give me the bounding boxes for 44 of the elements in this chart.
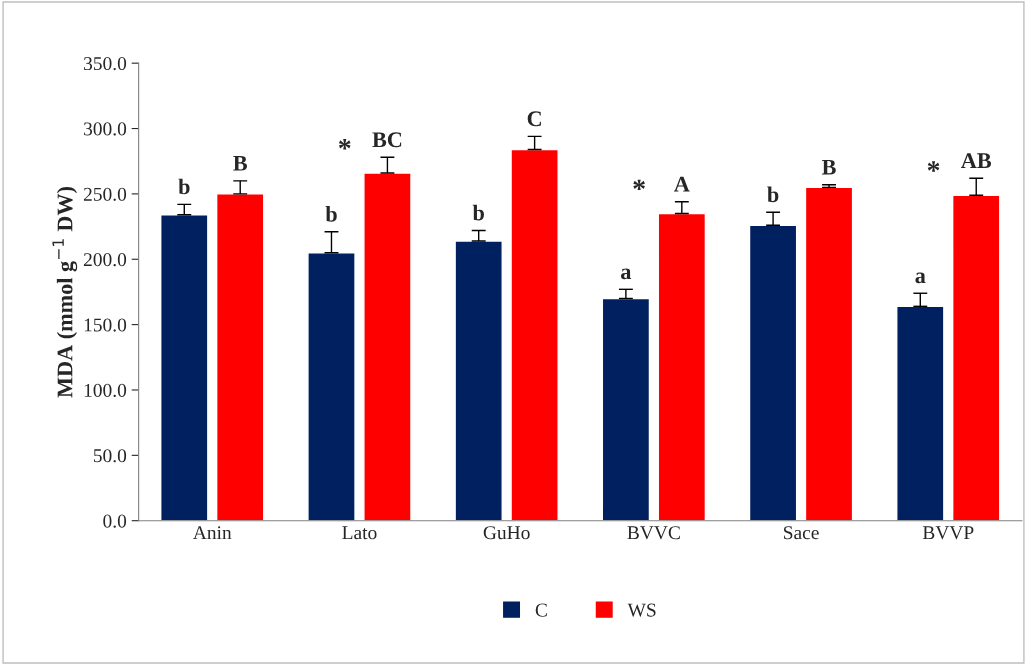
y-tick-label: 250.0: [83, 187, 127, 201]
bar: [215, 193, 265, 521]
bar: [804, 186, 854, 521]
y-tick-label: 50.0: [93, 449, 127, 463]
bar: [601, 297, 651, 521]
legend-label: WS: [627, 603, 656, 617]
y-tick-label: 300.0: [84, 122, 127, 136]
y-tick-label: 150.0: [84, 318, 127, 332]
data-label: C: [527, 111, 541, 127]
y-tick-label: 0.0: [103, 514, 127, 528]
data-label: AB: [961, 153, 992, 168]
annotation: *: [338, 139, 351, 150]
y-tick-label: 350.0: [84, 56, 127, 71]
annotation: *: [927, 161, 940, 172]
data-label: b: [325, 206, 337, 222]
y-tick-label: 100.0: [84, 383, 127, 397]
bar: [951, 194, 1001, 521]
data-label: b: [472, 204, 484, 221]
bar: [160, 214, 209, 521]
data-label: A: [674, 176, 690, 192]
x-tick-label: BVVP: [922, 526, 974, 540]
data-label: a: [915, 272, 926, 284]
x-tick-label: BVVC: [627, 526, 680, 540]
bar: [454, 240, 503, 521]
x-tick-label: GuHo: [483, 526, 530, 540]
x-tick-label: Sace: [784, 526, 819, 540]
x-tick-label: Lato: [342, 526, 377, 540]
data-label: b: [178, 178, 190, 195]
data-label: B: [233, 155, 248, 171]
bar: [657, 212, 707, 521]
bar: [896, 305, 945, 521]
x-tick-label: Anin: [192, 526, 232, 540]
data-label: BC: [372, 132, 402, 148]
bar: [363, 172, 412, 521]
bar: [510, 148, 559, 521]
bar: [748, 224, 798, 521]
y-axis-title: MDA (mmol g$^{−1}$ DW): [52, 186, 78, 398]
data-label: B: [821, 159, 836, 175]
annotation: *: [633, 179, 645, 191]
data-label: a: [621, 268, 632, 280]
data-label: b: [767, 186, 779, 203]
legend-label: C: [535, 603, 547, 617]
bar: [307, 252, 356, 521]
y-tick-label: 200.0: [83, 253, 127, 267]
